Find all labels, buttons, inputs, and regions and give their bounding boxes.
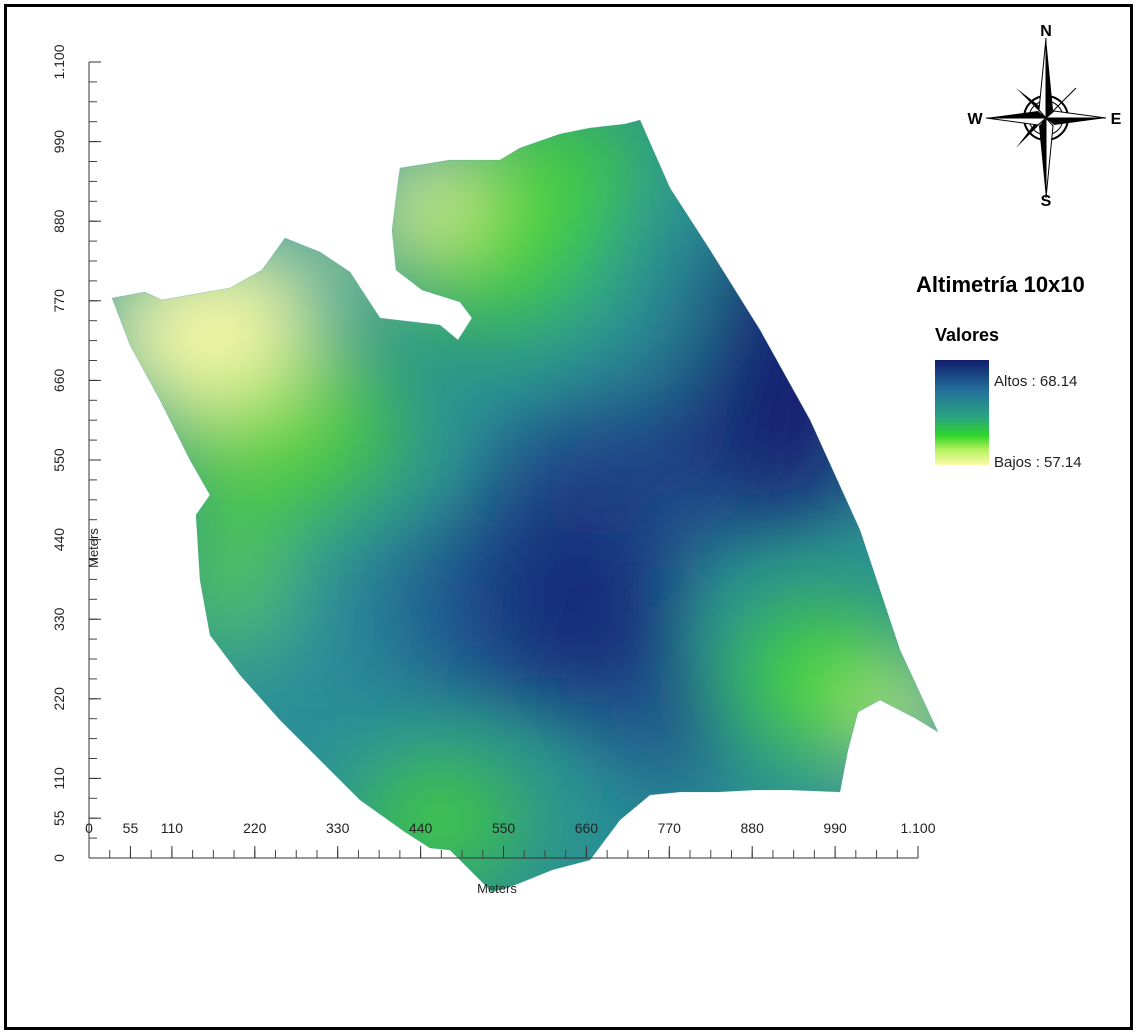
compass-north-label: N	[1040, 23, 1052, 40]
y-tick-label: 1.100	[51, 44, 67, 79]
x-ticks: 0 55 110 220 330 440 550 660 770 880 990 1.100	[85, 820, 936, 858]
legend-title: Altimetría 10x10	[916, 272, 1085, 297]
compass-east-label: E	[1111, 111, 1122, 128]
y-axis-title: Meters	[86, 528, 101, 568]
compass-west-label: W	[967, 111, 983, 128]
x-tick-label: 330	[326, 820, 350, 836]
axes: 0 55 110 220 330 440 550 660 770 880 990 1.100 0 55 1…	[51, 44, 936, 896]
x-tick-label: 55	[123, 820, 139, 836]
x-tick-label: 0	[85, 820, 93, 836]
y-tick-label: 55	[51, 810, 67, 826]
legend-high-label: Altos : 68.14	[994, 373, 1078, 390]
y-tick-label: 550	[51, 448, 67, 472]
x-tick-label: 880	[741, 820, 765, 836]
x-tick-label: 770	[658, 820, 682, 836]
y-ticks: 0 55 110 220 330 440 550 660 770 880 990 1.100	[51, 44, 101, 862]
x-tick-label: 440	[409, 820, 433, 836]
north-arrow-compass: N S E W	[967, 23, 1121, 210]
y-tick-label: 0	[51, 854, 67, 862]
y-tick-label: 880	[51, 209, 67, 233]
legend-color-ramp	[935, 360, 989, 465]
study-area-outline	[111, 119, 940, 893]
y-tick-label: 440	[51, 528, 67, 552]
x-tick-label: 990	[823, 820, 847, 836]
legend-low-label: Bajos : 57.14	[994, 454, 1082, 471]
x-tick-label: 550	[492, 820, 516, 836]
y-tick-label: 660	[51, 369, 67, 393]
y-tick-label: 220	[51, 687, 67, 711]
y-tick-label: 990	[51, 130, 67, 154]
x-tick-label: 660	[575, 820, 599, 836]
legend-subtitle: Valores	[935, 325, 1000, 345]
x-tick-label: 220	[243, 820, 267, 836]
y-tick-label: 110	[51, 767, 67, 790]
x-tick-label: 110	[161, 820, 184, 836]
altimetry-raster	[112, 120, 938, 892]
compass-rose-icon	[985, 37, 1107, 199]
y-tick-label: 770	[51, 289, 67, 313]
compass-south-label: S	[1041, 193, 1052, 210]
x-axis-title: Meters	[477, 881, 517, 896]
y-tick-label: 330	[51, 607, 67, 631]
x-tick-label: 1.100	[900, 820, 935, 836]
